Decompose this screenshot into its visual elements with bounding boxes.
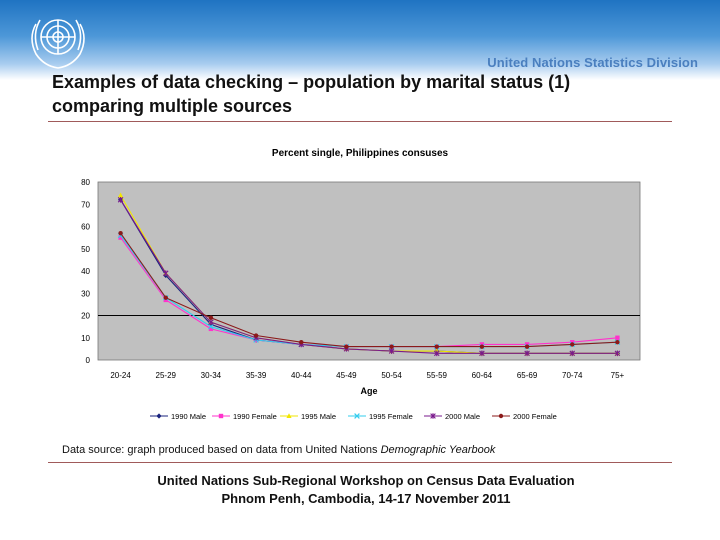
x-tick-label: 50-54 [381, 371, 402, 380]
series-point [615, 335, 620, 340]
x-axis-label: Age [360, 386, 377, 396]
un-statistics-division-label: United Nations Statistics Division [487, 55, 698, 70]
x-tick-label: 60-64 [472, 371, 493, 380]
data-source-note: Data source: graph produced based on dat… [62, 444, 495, 456]
legend-label: 1995 Male [301, 412, 336, 421]
series-point [570, 340, 575, 345]
series-point [524, 342, 530, 347]
series-point [208, 315, 214, 320]
series-point [163, 297, 168, 303]
series-point [430, 413, 436, 419]
series-point [156, 413, 162, 419]
series-point [162, 270, 169, 277]
series-point [615, 340, 620, 345]
slide-title-line2: comparing multiple sources [52, 96, 293, 116]
x-tick-label: 20-24 [110, 371, 131, 380]
header-band [0, 0, 720, 80]
x-tick-label: 65-69 [517, 371, 538, 380]
x-tick-label: 55-59 [427, 371, 448, 380]
plot-area [97, 181, 641, 361]
chart-title: Percent single, Philippines consuses [272, 148, 449, 159]
series-point [569, 350, 576, 357]
x-tick-label: 40-44 [291, 371, 312, 380]
series-point [163, 295, 168, 300]
series-point [570, 342, 575, 347]
legend-item: 2000 Male [424, 412, 480, 421]
legend-label: 1990 Male [171, 412, 206, 421]
slide-title: Examples of data checking – population b… [52, 70, 672, 118]
y-tick-label: 50 [81, 245, 90, 254]
series-point [118, 235, 123, 240]
un-emblem-icon [31, 19, 85, 69]
x-tick-label: 25-29 [156, 371, 177, 380]
series-point [299, 340, 304, 345]
x-tick-label: 35-39 [246, 371, 267, 380]
series-point [344, 344, 349, 349]
series-point [208, 326, 214, 332]
y-tick-label: 10 [81, 334, 90, 343]
series-point [524, 344, 530, 349]
series-point [479, 344, 485, 349]
series-line [120, 232, 618, 348]
footer-line2: Phnom Penh, Cambodia, 14-17 November 201… [221, 491, 511, 506]
series-point [614, 350, 621, 357]
legend-item: 1990 Male [150, 412, 206, 421]
series-point [354, 413, 360, 419]
footer: United Nations Sub-Regional Workshop on … [0, 472, 720, 508]
slide-title-line1: Examples of data checking – population b… [52, 72, 571, 92]
series-point [479, 350, 485, 357]
series-point [433, 350, 440, 357]
series-2000-female [118, 230, 620, 349]
y-tick-label: 0 [86, 356, 91, 365]
y-tick-label: 80 [81, 178, 90, 187]
series-point [208, 323, 214, 330]
series-point [524, 350, 530, 357]
x-tick-label: 45-49 [336, 371, 357, 380]
y-tick-label: 20 [81, 312, 90, 321]
series-point [498, 413, 504, 419]
series-point [253, 333, 259, 338]
legend-label: 1990 Female [233, 412, 277, 421]
legend-label: 1995 Female [369, 412, 413, 421]
legend-item: 1990 Female [212, 412, 277, 421]
y-tick-label: 70 [81, 200, 90, 209]
data-source-prefix: Data source: graph produced based on dat… [62, 444, 381, 456]
y-tick-label: 60 [81, 223, 90, 232]
legend-label: 2000 Female [513, 412, 557, 421]
x-tick-label: 70-74 [562, 371, 583, 380]
series-point [389, 344, 394, 349]
legend-label: 2000 Male [445, 412, 480, 421]
series-point [218, 413, 224, 419]
data-source-italic: Demographic Yearbook [380, 444, 496, 456]
legend-item: 1995 Female [348, 412, 413, 421]
series-point [286, 413, 292, 418]
y-tick-label: 30 [81, 289, 90, 298]
footer-divider [48, 462, 672, 463]
series-point [117, 197, 124, 203]
y-tick-label: 40 [81, 267, 90, 276]
series-point [118, 230, 123, 236]
x-tick-label: 75+ [611, 371, 625, 380]
footer-line1: United Nations Sub-Regional Workshop on … [157, 473, 575, 488]
legend-item: 1995 Male [280, 412, 336, 421]
series-point [388, 348, 395, 354]
series-point [208, 319, 214, 325]
title-divider [48, 121, 672, 122]
series-point [479, 342, 485, 347]
series-point [117, 192, 124, 198]
series-point [434, 344, 439, 349]
legend-item: 2000 Female [492, 412, 557, 421]
x-tick-label: 30-34 [201, 371, 222, 380]
